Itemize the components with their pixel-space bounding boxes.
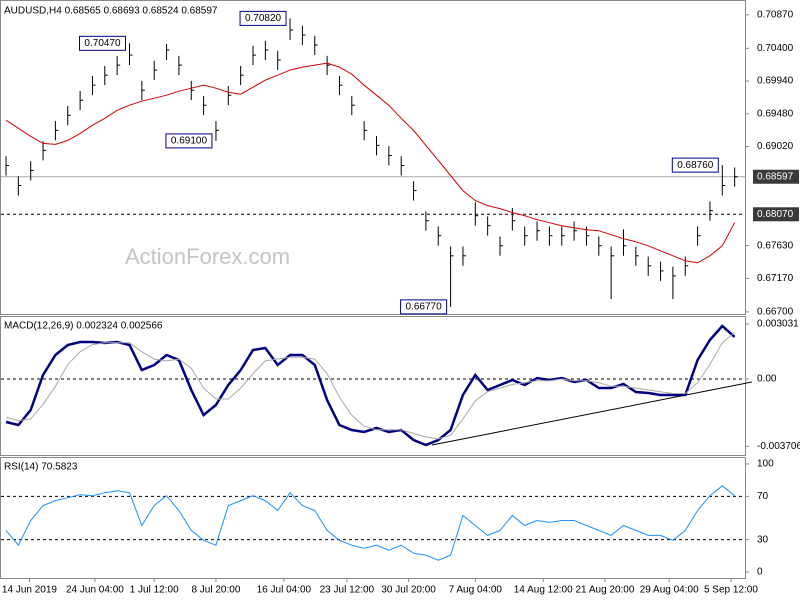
annotation-box — [165, 133, 213, 149]
y-tick-label: 0 — [757, 567, 763, 578]
x-tick-label: 16 Jul 04:00 — [257, 585, 312, 596]
last-price-label: 0.68597 — [757, 171, 794, 182]
level-label-box — [753, 207, 799, 222]
price-frame — [0, 0, 746, 315]
annotation-box — [79, 35, 126, 51]
y-tick-label: 0.70400 — [757, 43, 794, 54]
annotation-label: 0.66770 — [406, 302, 443, 313]
level-label: 0.68070 — [757, 209, 794, 220]
series-line — [5, 485, 735, 561]
annotation-label: 0.69100 — [171, 136, 208, 147]
x-tick-label: 30 Jul 20:00 — [381, 585, 436, 596]
x-tick-label: 8 Jul 20:00 — [191, 585, 240, 596]
rsi-frame — [0, 457, 746, 579]
y-tick-label: 0.003031 — [757, 319, 799, 330]
y-tick-label: 30 — [757, 534, 769, 545]
series-line — [5, 324, 736, 447]
y-tick-label: 100 — [757, 459, 774, 470]
x-tick-label: 1 Jul 12:00 — [130, 585, 179, 596]
x-tick-label: 14 Aug 12:00 — [514, 585, 573, 596]
y-tick-label: 0.69940 — [757, 76, 794, 87]
y-tick-label: 70 — [757, 491, 769, 502]
annotation-box — [239, 10, 287, 26]
y-tick-label: 0.67170 — [757, 273, 794, 284]
y-tick-label: 0.70870 — [757, 9, 794, 20]
y-tick-label: 0.66700 — [757, 307, 794, 318]
series-line — [5, 332, 735, 440]
x-tick-label: 21 Aug 20:00 — [575, 585, 634, 596]
annotation-label: 0.68760 — [677, 160, 714, 171]
y-tick-label: -0.003706 — [757, 441, 800, 452]
watermark: ActionForex.com — [125, 244, 290, 269]
panel-title: RSI(14) 70.5823 — [4, 462, 78, 473]
x-tick-label: 5 Sep 12:00 — [704, 585, 758, 596]
last-price-box — [753, 169, 799, 184]
macd-frame — [0, 316, 746, 456]
annotation-box — [400, 299, 448, 315]
y-tick-label: 0.67630 — [757, 240, 794, 251]
x-tick-label: 23 Jul 12:00 — [320, 585, 375, 596]
x-tick-label: 24 Jun 04:00 — [66, 585, 124, 596]
x-tick-label: 7 Aug 04:00 — [449, 585, 503, 596]
trend-line — [431, 381, 753, 446]
annotation-label: 0.70820 — [245, 13, 282, 24]
panel-title: MACD(12,26,9) 0.002324 0.002566 — [4, 321, 163, 332]
y-tick-label: 0.69480 — [757, 108, 794, 119]
y-tick-label: 0.00 — [757, 374, 777, 385]
moving-average — [5, 62, 736, 264]
annotation-box — [671, 157, 719, 173]
x-tick-label: 29 Aug 04:00 — [640, 585, 699, 596]
y-tick-label: 0.69020 — [757, 141, 794, 152]
panel-title: AUDUSD,H4 0.68565 0.68693 0.68524 0.6859… — [4, 6, 218, 17]
annotation-label: 0.70470 — [84, 38, 121, 49]
x-tick-label: 14 Jun 2019 — [2, 585, 57, 596]
